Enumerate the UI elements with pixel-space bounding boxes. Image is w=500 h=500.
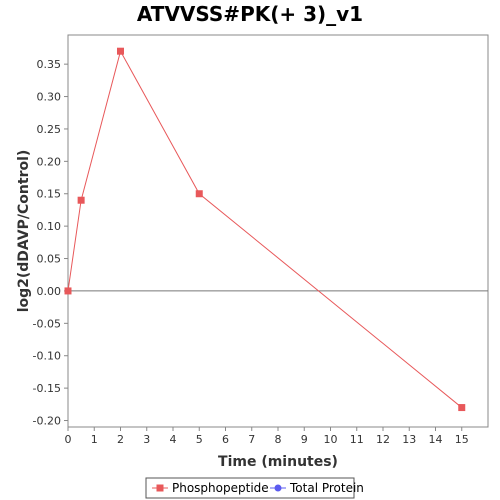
y-tick-label: 0.00 — [37, 285, 62, 298]
legend-marker — [156, 484, 164, 492]
x-tick-label: 10 — [324, 433, 338, 446]
chart-title: ATVVSS#PK(+ 3)_v1 — [136, 2, 364, 26]
y-tick-label: 0.35 — [37, 58, 62, 71]
y-tick-label: 0.05 — [37, 253, 62, 266]
y-axis-label: log2(dDAVP/Control) — [16, 150, 32, 313]
series-layer — [64, 47, 466, 412]
data-point — [64, 287, 72, 295]
x-tick-label: 11 — [350, 433, 364, 446]
legend: Phosphopeptide Total Protein — [145, 477, 364, 499]
x-tick-label: 1 — [91, 433, 98, 446]
y-tick-label: -0.05 — [33, 317, 61, 330]
x-tick-label: 5 — [196, 433, 203, 446]
data-point — [117, 47, 124, 55]
y-tick-label: -0.15 — [33, 382, 61, 395]
x-tick-label: 15 — [455, 433, 469, 446]
y-tick-label: 0.30 — [37, 91, 62, 104]
x-tick-label: 9 — [301, 433, 308, 446]
x-tick-label: 12 — [376, 433, 390, 446]
x-tick-label: 7 — [248, 433, 255, 446]
legend-label: Phosphopeptide — [172, 481, 269, 495]
legend-box — [145, 477, 355, 499]
legend-label: Total Protein — [289, 481, 364, 495]
x-tick-label: 3 — [143, 433, 150, 446]
y-tick-label: 0.10 — [37, 220, 62, 233]
y-tick-label: -0.10 — [33, 350, 61, 363]
legend-marker — [274, 484, 282, 492]
data-point — [77, 196, 85, 204]
y-tick-label: 0.20 — [37, 155, 62, 168]
y-tick-label: 0.25 — [37, 123, 62, 136]
data-point — [458, 404, 466, 412]
x-tick-label: 8 — [275, 433, 282, 446]
x-tick-label: 2 — [117, 433, 124, 446]
x-tick-label: 6 — [222, 433, 229, 446]
x-tick-label: 0 — [65, 433, 72, 446]
x-tick-label: 4 — [170, 433, 177, 446]
x-axis-label: Time (minutes) — [218, 454, 338, 470]
y-axis: -0.20 -0.15 -0.10 -0.05 0.00 0.05 0.10 0.15 0.20… — [33, 58, 68, 428]
x-tick-label: 13 — [402, 433, 416, 446]
x-tick-label: 14 — [429, 433, 443, 446]
y-tick-label: -0.20 — [33, 415, 61, 428]
y-tick-label: 0.15 — [37, 188, 62, 201]
x-axis: 0 1 2 3 4 5 6 7 8 9 10 11 12 13 14 15 — [65, 427, 469, 446]
data-point — [195, 190, 203, 198]
plot-area — [67, 34, 489, 428]
